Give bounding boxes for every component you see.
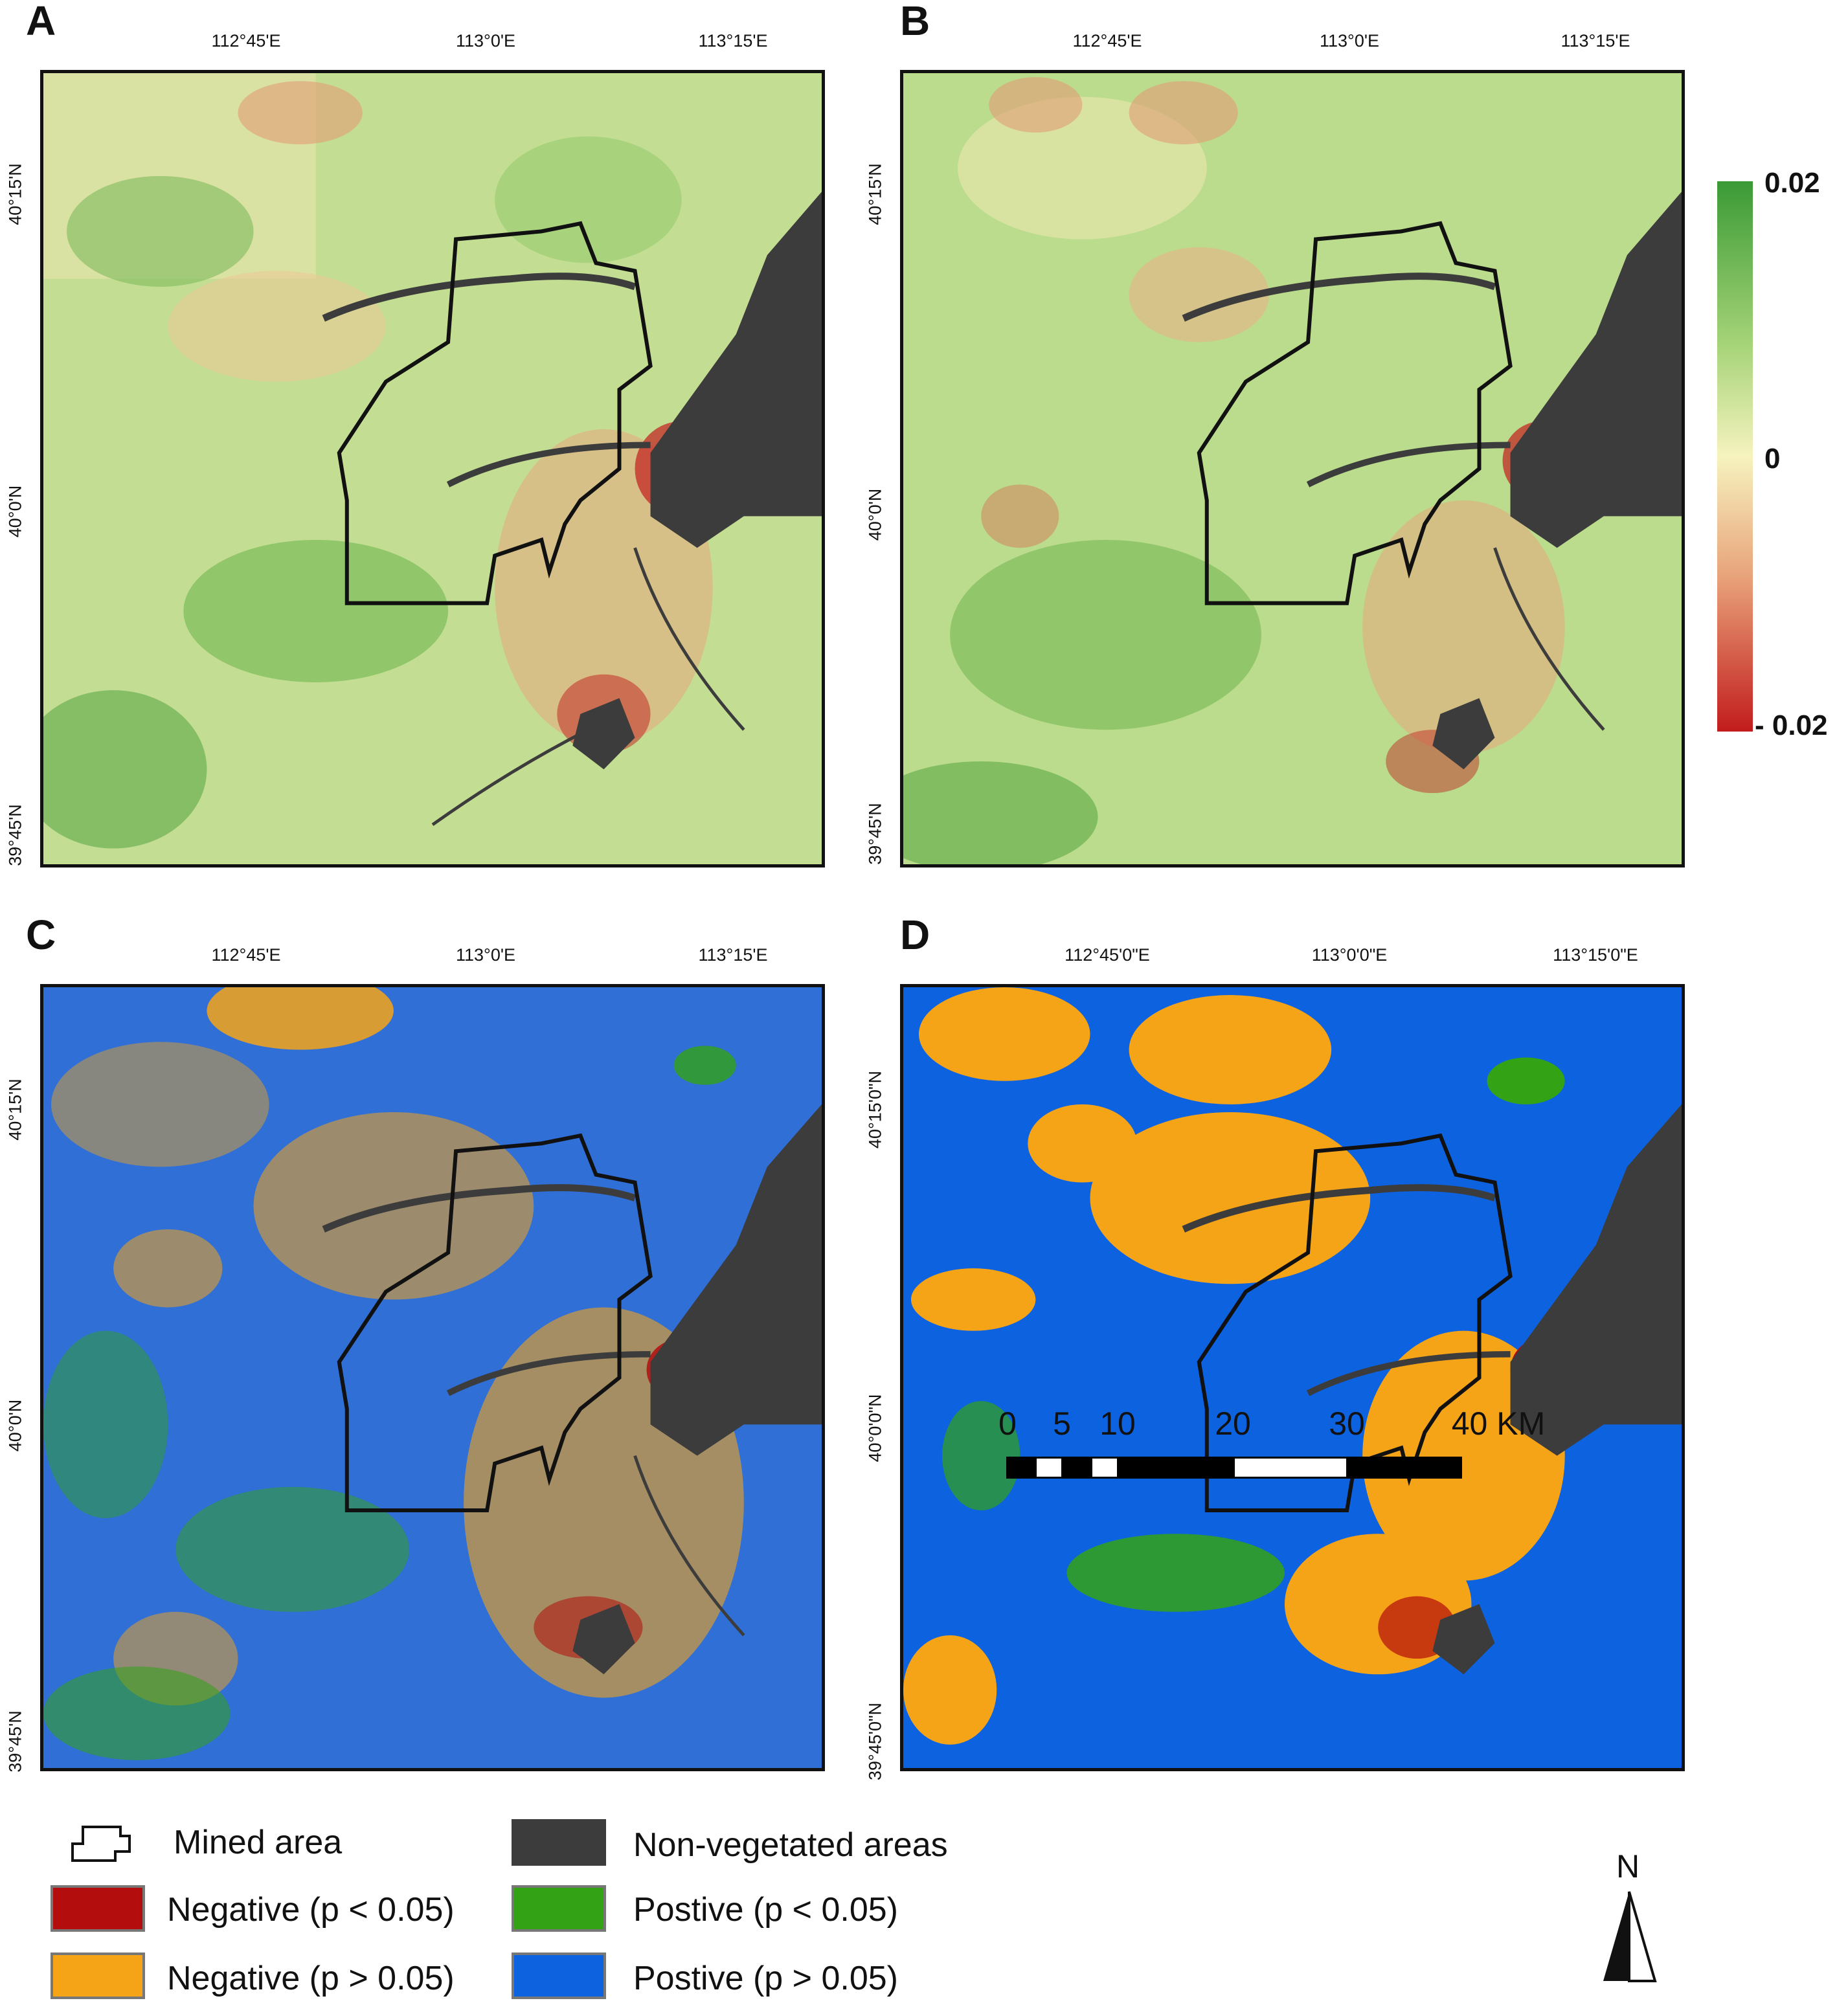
map-c xyxy=(40,984,825,1771)
swatch-negative-sig xyxy=(51,1885,145,1932)
lat-tick: 40°0'N xyxy=(5,485,25,538)
scale-seg xyxy=(1062,1457,1092,1479)
scale-label: 5 xyxy=(1053,1405,1071,1442)
panel-label-b: B xyxy=(900,0,930,44)
panel-label-a: A xyxy=(26,0,56,44)
map-a xyxy=(40,70,825,867)
legend-positive-sig: Postive (p < 0.05) xyxy=(633,1891,898,1929)
map-a-raster xyxy=(43,73,822,864)
lat-tick: 40°15'N xyxy=(865,163,885,225)
colorbar xyxy=(1717,181,1753,732)
legend-non-vegetated: Non-vegetated areas xyxy=(633,1826,948,1864)
lat-tick: 40°0'0"N xyxy=(865,1394,885,1462)
scale-label: 30 xyxy=(1329,1405,1365,1442)
scale-label: 10 xyxy=(1099,1405,1136,1442)
scale-seg xyxy=(1233,1457,1348,1479)
colorbar-min-label: - 0.02 xyxy=(1755,710,1828,741)
lon-tick: 113°0'E xyxy=(455,31,516,50)
legend-mined-area: Mined area xyxy=(174,1824,343,1861)
lon-tick: 113°15'0"E xyxy=(1553,945,1638,965)
scale-seg xyxy=(1347,1457,1462,1479)
lon-tick: 112°45'E xyxy=(1072,31,1142,50)
lon-tick: 112°45'E xyxy=(211,31,281,50)
lon-tick: 112°45'0"E xyxy=(1065,945,1150,965)
legend-negative-nonsig: Negative (p > 0.05) xyxy=(167,1960,455,1997)
map-d-raster xyxy=(903,987,1682,1768)
legend-positive-nonsig: Postive (p > 0.05) xyxy=(633,1960,898,1997)
panel-label-c: C xyxy=(26,912,56,958)
colorbar-max-label: 0.02 xyxy=(1764,167,1820,199)
swatch-positive-nonsig xyxy=(512,1953,606,1999)
lat-tick: 40°15'N xyxy=(5,1079,25,1141)
lon-tick: 112°45'E xyxy=(211,945,281,965)
lon-tick: 113°0'E xyxy=(455,945,516,965)
north-arrow-icon xyxy=(1603,1891,1657,1982)
lon-tick: 113°15'E xyxy=(698,945,768,965)
lon-tick: 113°15'E xyxy=(1561,31,1630,50)
lat-tick: 40°15'0"N xyxy=(865,1070,885,1149)
map-b xyxy=(900,70,1685,867)
lon-tick: 113°0'0"E xyxy=(1311,945,1388,965)
lat-tick: 40°0'N xyxy=(5,1399,25,1452)
scale-seg xyxy=(1006,1457,1036,1479)
scale-label: 20 xyxy=(1215,1405,1251,1442)
lat-tick: 40°15'N xyxy=(5,163,25,225)
lat-tick: 39°45'N xyxy=(865,803,885,865)
swatch-negative-nonsig xyxy=(51,1953,145,1999)
scale-label: 40 KM xyxy=(1451,1405,1546,1442)
scale-label: 0 xyxy=(998,1405,1017,1442)
map-c-raster xyxy=(43,987,822,1768)
panel-label-d: D xyxy=(900,912,930,958)
scale-seg xyxy=(1118,1457,1234,1479)
lon-tick: 113°15'E xyxy=(698,31,768,50)
scale-seg xyxy=(1035,1457,1063,1479)
scale-seg xyxy=(1090,1457,1119,1479)
mined-area-icon xyxy=(71,1826,131,1862)
lon-tick: 113°0'E xyxy=(1319,31,1380,50)
map-d xyxy=(900,984,1685,1771)
swatch-non-vegetated xyxy=(512,1819,606,1866)
lat-tick: 39°45'0"N xyxy=(865,1702,885,1781)
map-b-raster xyxy=(903,73,1682,864)
legend-negative-sig: Negative (p < 0.05) xyxy=(167,1891,455,1929)
colorbar-mid-label: 0 xyxy=(1764,443,1781,475)
north-label: N xyxy=(1616,1848,1640,1885)
lat-tick: 39°45'N xyxy=(5,804,25,866)
lat-tick: 40°0'N xyxy=(865,488,885,541)
lat-tick: 39°45'N xyxy=(5,1710,25,1773)
swatch-positive-sig xyxy=(512,1885,606,1932)
